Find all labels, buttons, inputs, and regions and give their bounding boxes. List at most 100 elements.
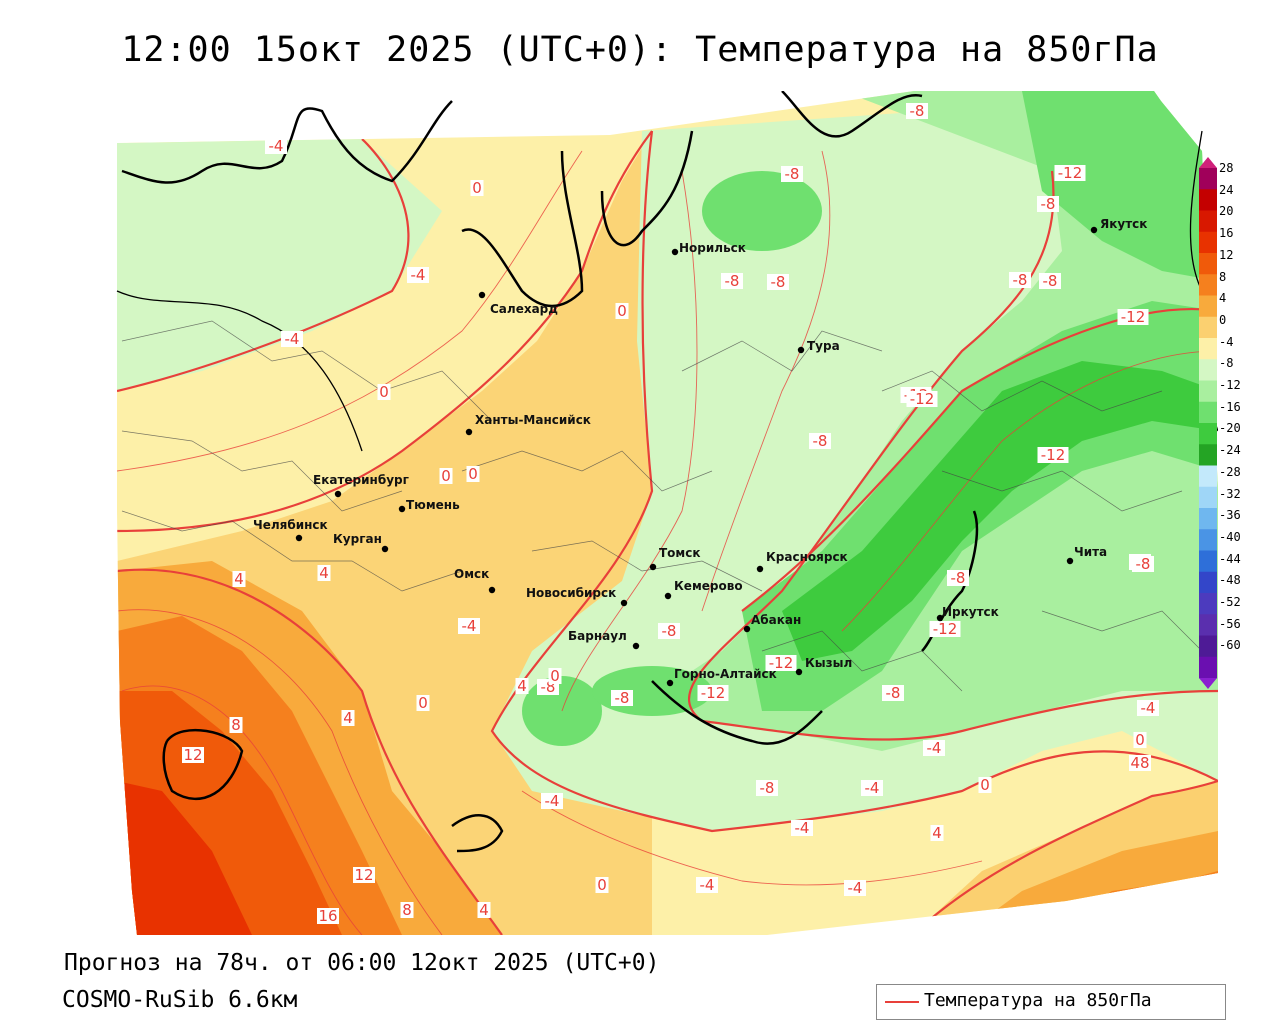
contour-label: -8 (1132, 555, 1154, 573)
city-marker: Тюмень (398, 498, 460, 513)
contour-label: -4 (265, 137, 287, 155)
contour-label: 0 (978, 776, 992, 794)
svg-text:Челябинск: Челябинск (253, 518, 328, 532)
colorbar-tick-label: -40 (1219, 529, 1241, 544)
city-marker: Новосибирск (526, 586, 628, 607)
svg-text:0: 0 (597, 876, 607, 894)
svg-text:Иркутск: Иркутск (942, 605, 999, 619)
contour-label: 0 (439, 467, 453, 485)
svg-text:0: 0 (418, 694, 428, 712)
colorbar-tick-label: -20 (1219, 421, 1241, 436)
colorbar-tick-label: -48 (1219, 573, 1241, 588)
svg-text:Тюмень: Тюмень (406, 498, 460, 512)
svg-text:-8: -8 (771, 273, 786, 291)
svg-text:Норильск: Норильск (679, 241, 746, 255)
contour-label: -4 (791, 819, 813, 837)
contour-label: 48 (1129, 754, 1151, 772)
svg-text:12: 12 (354, 866, 373, 884)
svg-text:-4: -4 (848, 879, 863, 897)
contour-label: -12 (1037, 446, 1069, 464)
city-marker: Томск (649, 546, 701, 571)
colorbar-swatch (1199, 210, 1217, 233)
svg-text:-12: -12 (701, 684, 726, 702)
contour-label: 0 (416, 694, 430, 712)
svg-text:-12: -12 (1058, 164, 1083, 182)
legend-line-swatch (885, 1001, 919, 1003)
svg-text:-8: -8 (1041, 195, 1056, 213)
colorbar-tick-label: -56 (1219, 616, 1241, 631)
colorbar-swatch (1199, 508, 1217, 530)
svg-text:-8: -8 (1043, 272, 1058, 290)
svg-text:Якутск: Якутск (1100, 217, 1147, 231)
contour-label: 12 (182, 746, 204, 764)
contour-label: -8 (767, 273, 789, 291)
svg-text:0: 0 (472, 179, 482, 197)
contour-label: 0 (377, 383, 391, 401)
colorbar-swatch (1199, 571, 1217, 594)
colorbar-tick-label: -32 (1219, 486, 1241, 501)
contour-label: 4 (341, 709, 355, 727)
contour-label: -8 (1009, 271, 1031, 289)
contour-label: 0 (595, 876, 609, 894)
svg-text:-4: -4 (269, 137, 284, 155)
contour-label: -12 (765, 654, 797, 672)
svg-text:4: 4 (343, 709, 353, 727)
colorbar-tick-label: -12 (1219, 378, 1241, 392)
svg-text:Томск: Томск (659, 546, 701, 560)
colorbar-swatch (1199, 486, 1217, 509)
colorbar-min-arrow (1199, 678, 1217, 689)
svg-text:Омск: Омск (454, 567, 489, 581)
contour-label: -8 (611, 689, 633, 707)
colorbar-tick-label: 8 (1219, 269, 1227, 284)
contour-label: -8 (809, 432, 831, 450)
contour-label: -8 (882, 684, 904, 702)
svg-text:-8: -8 (813, 432, 828, 450)
colorbar-tick-label: -36 (1219, 508, 1241, 523)
colorbar-swatch (1199, 253, 1217, 275)
city-marker: Кызыл (795, 656, 852, 676)
svg-text:12: 12 (183, 746, 202, 764)
colorbar-tick-label: -52 (1219, 595, 1241, 609)
colorbar-tick-label: -16 (1219, 399, 1241, 414)
contour-label: -4 (844, 879, 866, 897)
contour-label: 0 (548, 667, 562, 685)
contour-label: -4 (458, 617, 480, 635)
svg-text:-8: -8 (910, 102, 925, 120)
city-marker: Норильск (671, 241, 746, 256)
colorbar-swatch (1199, 401, 1217, 424)
svg-text:Курган: Курган (333, 532, 382, 546)
svg-text:Кызыл: Кызыл (805, 656, 852, 670)
svg-text:Новосибирск: Новосибирск (526, 586, 616, 600)
contour-label: 0 (466, 465, 480, 483)
colorbar-tick-label: 20 (1219, 204, 1234, 219)
svg-text:16: 16 (318, 907, 337, 925)
svg-text:Красноярск: Красноярск (766, 550, 848, 564)
svg-text:-12: -12 (1041, 446, 1066, 464)
contour-label: 4 (930, 824, 944, 842)
contour-label: -8 (906, 102, 928, 120)
svg-text:4: 4 (234, 570, 244, 588)
svg-text:-12: -12 (933, 620, 958, 638)
contour-label: 0 (615, 302, 629, 320)
contour-label: -4 (541, 792, 563, 810)
contour-label: -12 (906, 390, 938, 408)
colorbar-swatch (1199, 338, 1217, 360)
contour-label: 16 (317, 907, 339, 925)
city-marker: Чита (1066, 545, 1107, 565)
colorbar-swatch (1199, 380, 1217, 403)
svg-text:4: 4 (479, 901, 489, 919)
colorbar-swatch (1199, 189, 1217, 211)
svg-text:-8: -8 (1136, 555, 1151, 573)
legend: Температура на 850гПа (876, 984, 1226, 1020)
svg-text:-4: -4 (927, 739, 942, 757)
svg-text:-8: -8 (615, 689, 630, 707)
svg-text:-8: -8 (662, 622, 677, 640)
contour-label: 4 (515, 677, 529, 695)
svg-text:Кемерово: Кемерово (674, 579, 743, 593)
temperature-map: -40-4-400-4-8-8-8-8-12-8-8-12-12-8-12-12… (62, 91, 1218, 935)
colorbar-swatch (1199, 274, 1217, 296)
model-name: COSMO-RuSib 6.6км (62, 987, 298, 1013)
colorbar-max-arrow (1199, 157, 1217, 168)
svg-text:48: 48 (1130, 754, 1149, 772)
svg-text:-4: -4 (1141, 699, 1156, 717)
